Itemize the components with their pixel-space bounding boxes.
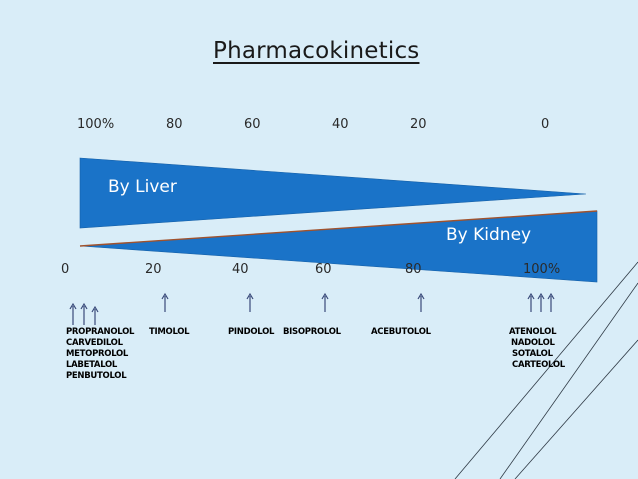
arrow-icon xyxy=(547,292,555,312)
arrow-group-0 xyxy=(69,302,99,325)
arrow-icon xyxy=(417,292,425,312)
drug-list-40: PINDOLOL xyxy=(228,327,274,338)
drug-list-60: BISOPROLOL xyxy=(283,327,341,338)
drug-name: ATENOLOL xyxy=(509,327,557,337)
arrow-icon xyxy=(69,302,77,325)
drug-name: ACEBUTOLOL xyxy=(371,327,431,337)
corner-decoration xyxy=(454,261,638,479)
kidney-band-label: By Kidney xyxy=(446,225,532,245)
drug-name: BISOPROLOL xyxy=(283,327,341,337)
liver-wedge xyxy=(79,157,587,229)
drug-list-0: PROPRANOLOL CARVEDILOL METOPROLOL LABETA… xyxy=(66,327,134,382)
drug-name: CARVEDILOL xyxy=(66,338,123,348)
drug-name: TIMOLOL xyxy=(149,327,190,337)
kidney-scale-tick: 0 xyxy=(61,262,70,277)
liver-scale-tick: 40 xyxy=(332,117,349,132)
page-title: Pharmacokinetics xyxy=(213,38,420,64)
liver-scale-tick: 100% xyxy=(77,117,115,132)
kidney-scale-tick: 40 xyxy=(232,262,249,277)
drug-name: SOTALOL xyxy=(512,349,553,359)
arrow-icon xyxy=(537,292,545,312)
kidney-scale-tick: 60 xyxy=(315,262,332,277)
arrow-icon xyxy=(161,292,169,312)
liver-scale-tick: 80 xyxy=(166,117,183,132)
drug-name: PENBUTOLOL xyxy=(66,371,127,381)
liver-scale-tick: 60 xyxy=(244,117,261,132)
drug-name: METOPROLOL xyxy=(66,349,129,359)
arrow-icon xyxy=(321,292,329,312)
arrow-icon xyxy=(91,305,99,325)
drug-name: CARTEOLOL xyxy=(512,360,565,370)
drug-name: PINDOLOL xyxy=(228,327,275,337)
drug-name: LABETALOL xyxy=(66,360,118,370)
drug-list-20: TIMOLOL xyxy=(149,327,190,338)
liver-scale-tick: 20 xyxy=(410,117,427,132)
drug-list-100: ATENOLOL NADOLOL SOTALOL CARTEOLOL xyxy=(505,327,565,371)
liver-scale-tick: 0 xyxy=(541,117,550,132)
liver-band-label: By Liver xyxy=(108,177,177,197)
kidney-scale-tick: 80 xyxy=(405,262,422,277)
arrow-group-100 xyxy=(527,292,555,312)
arrow-icon xyxy=(527,292,535,312)
drug-name: PROPRANOLOL xyxy=(66,327,135,337)
kidney-scale-tick: 100% xyxy=(523,262,561,277)
arrow-icon xyxy=(246,292,254,312)
drug-name: NADOLOL xyxy=(511,338,555,348)
arrow-icon xyxy=(80,302,88,325)
kidney-wedge-edge xyxy=(79,210,598,247)
drug-list-80: ACEBUTOLOL xyxy=(371,327,431,338)
kidney-scale-tick: 20 xyxy=(145,262,162,277)
